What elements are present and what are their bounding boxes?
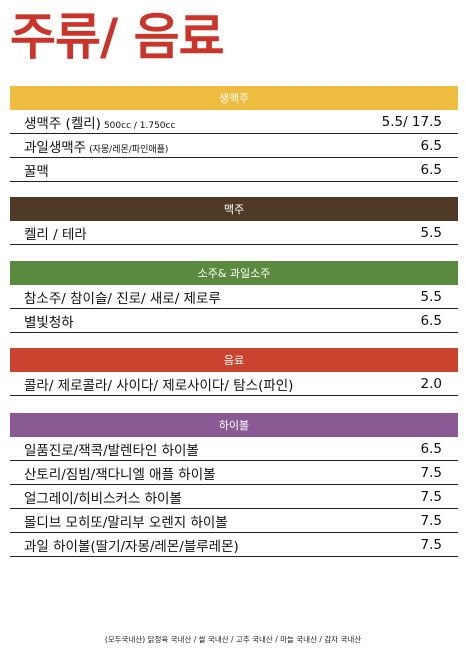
menu-item: 몰디브 모히또/말리부 오렌지 하이볼 7.5 — [10, 509, 458, 533]
item-name: 참소주/ 참이슬/ 진로/ 새로/ 제로루 — [24, 290, 221, 307]
item-name: 별빛청하 — [24, 314, 74, 331]
page-title: 주류/ 음료 — [10, 8, 225, 66]
section-draft-beer-list: 생맥주 (켈리) 500cc / 1.750cc 5.5/ 17.5 과일생맥주(… — [10, 110, 458, 182]
item-price: 6.5 — [420, 440, 442, 457]
item-name: 얼그레이/히비스커스 하이볼 — [24, 490, 182, 507]
item-price: 7.5 — [420, 536, 442, 553]
section-header-drinks: 음료 — [10, 348, 458, 372]
item-note: 500cc / 1.750cc — [103, 120, 176, 131]
item-name: 생맥주 (켈리) — [24, 115, 101, 132]
section-drinks-list: 콜라/ 제로콜라/ 사이다/ 제로사이다/ 탐스(파인) 2.0 — [10, 372, 458, 396]
section-header-beer: 맥주 — [10, 197, 458, 221]
item-name: 과일생맥주 — [24, 139, 87, 156]
menu-item: 참소주/ 참이슬/ 진로/ 새로/ 제로루 5.5 — [10, 285, 458, 309]
item-price: 6.5 — [420, 312, 442, 329]
item-price: 7.5 — [420, 464, 442, 481]
item-price: 5.5 — [420, 224, 442, 241]
section-header-soju: 소주& 과일소주 — [10, 261, 458, 285]
item-name: 과일 하이볼(딸기/자몽/레몬/블루레몬) — [24, 538, 239, 555]
section-header-draft-beer: 생맥주 — [10, 86, 458, 110]
item-price: 7.5 — [420, 512, 442, 529]
menu-item: 과일생맥주 (자몽/레몬/파인애플) 6.5 — [10, 134, 458, 158]
item-name: 콜라/ 제로콜라/ 사이다/ 제로사이다/ 탐스(파인) — [24, 377, 294, 394]
menu-item: 생맥주 (켈리) 500cc / 1.750cc 5.5/ 17.5 — [10, 110, 458, 134]
item-price: 6.5 — [420, 137, 442, 154]
menu-item: 얼그레이/히비스커스 하이볼 7.5 — [10, 485, 458, 509]
section-highball-list: 일품진로/잭콕/발렌타인 하이볼 6.5 산토리/짐빔/잭다니엘 애플 하이볼 … — [10, 437, 458, 557]
item-price: 5.5/ 17.5 — [381, 113, 442, 130]
section-soju-list: 참소주/ 참이슬/ 진로/ 새로/ 제로루 5.5 별빛청하 6.5 — [10, 285, 458, 333]
menu-item: 일품진로/잭콕/발렌타인 하이볼 6.5 — [10, 437, 458, 461]
section-header-highball: 하이볼 — [10, 413, 458, 437]
origin-footer: (모두국내산) 닭정육 국내산 / 쌀 국내산 / 고추 국내산 / 마늘 국내… — [104, 635, 362, 644]
item-price: 2.0 — [420, 375, 442, 392]
item-name: 꿀맥 — [24, 163, 49, 180]
item-name: 산토리/짐빔/잭다니엘 애플 하이볼 — [24, 466, 216, 483]
menu-item: 켈리 / 테라 5.5 — [10, 221, 458, 245]
menu-item: 꿀맥 6.5 — [10, 158, 458, 182]
item-price: 7.5 — [420, 488, 442, 505]
menu-item: 산토리/짐빔/잭다니엘 애플 하이볼 7.5 — [10, 461, 458, 485]
item-name: 켈리 / 테라 — [24, 226, 87, 243]
item-name: 일품진로/잭콕/발렌타인 하이볼 — [24, 442, 199, 459]
item-price: 6.5 — [420, 161, 442, 178]
item-price: 5.5 — [420, 288, 442, 305]
menu-item: 콜라/ 제로콜라/ 사이다/ 제로사이다/ 탐스(파인) 2.0 — [10, 372, 458, 396]
item-name: 몰디브 모히또/말리부 오렌지 하이볼 — [24, 514, 228, 531]
menu-item: 과일 하이볼(딸기/자몽/레몬/블루레몬) 7.5 — [10, 533, 458, 557]
item-note: (자몽/레몬/파인애플) — [89, 144, 169, 155]
section-beer-list: 켈리 / 테라 5.5 — [10, 221, 458, 245]
menu-item: 별빛청하 6.5 — [10, 309, 458, 333]
